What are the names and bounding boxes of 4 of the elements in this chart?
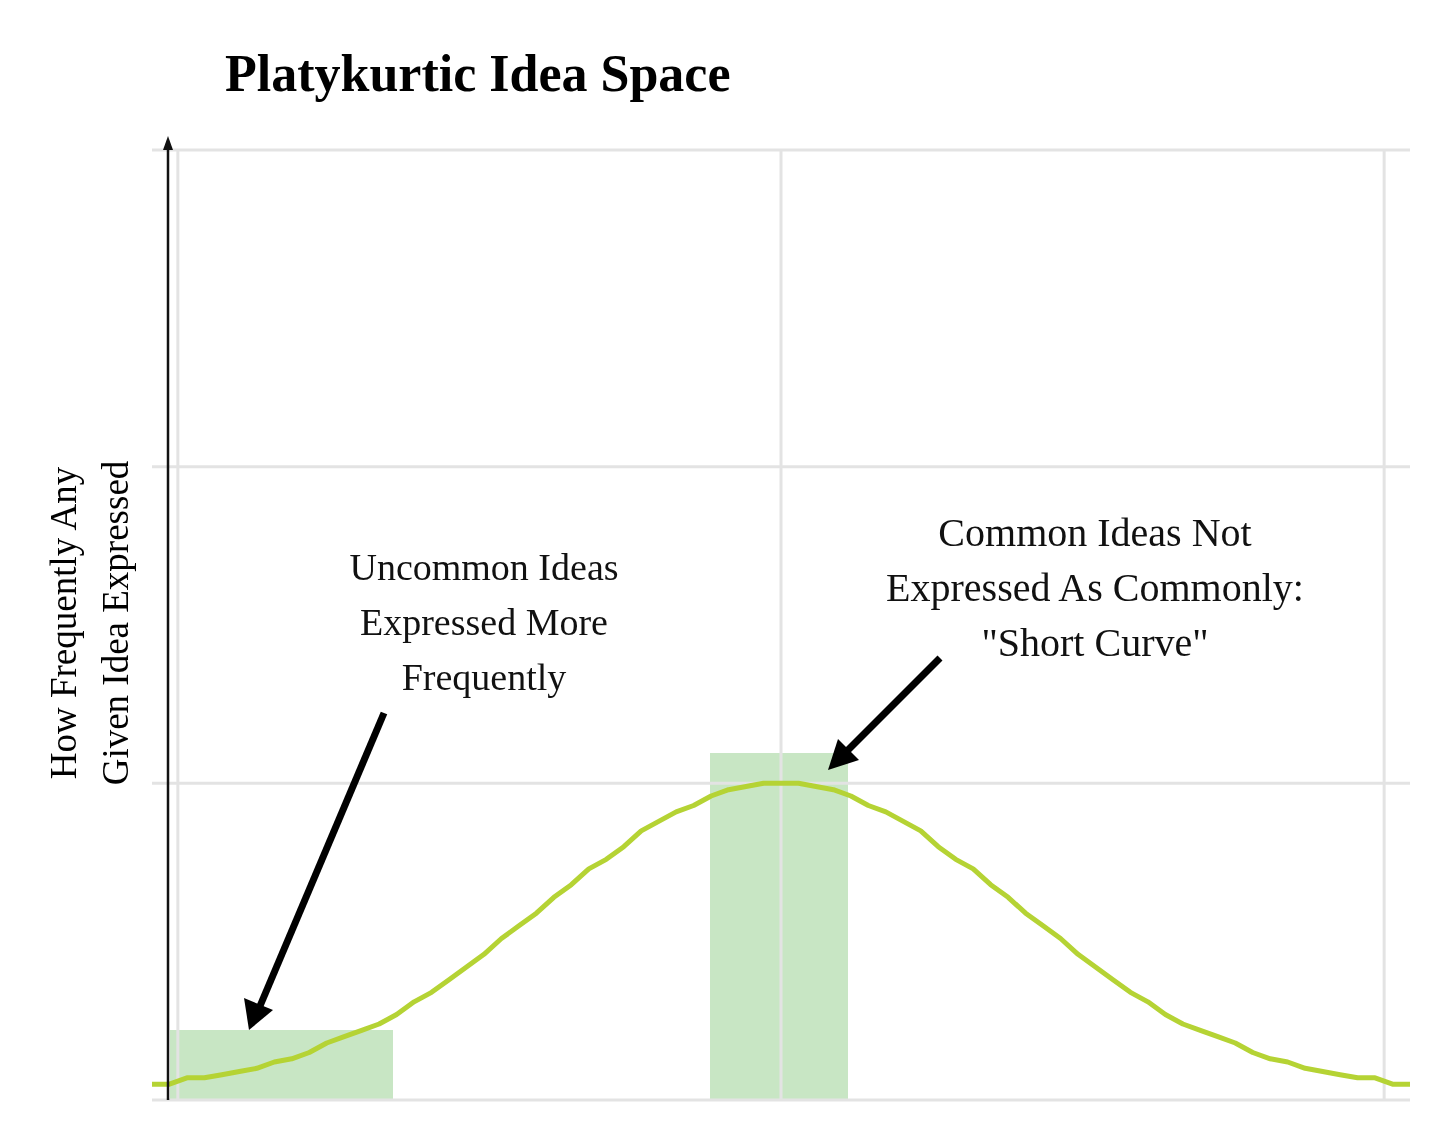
chart-title: Platykurtic Idea Space bbox=[225, 44, 731, 103]
y-axis-title: How Frequently Any Given Idea Expressed bbox=[42, 459, 137, 788]
text: Uncommon Ideas Expressed More Frequently bbox=[348, 545, 620, 700]
text: Common Ideas Not Expressed As Commonly: "Short Curve" bbox=[885, 509, 1305, 667]
